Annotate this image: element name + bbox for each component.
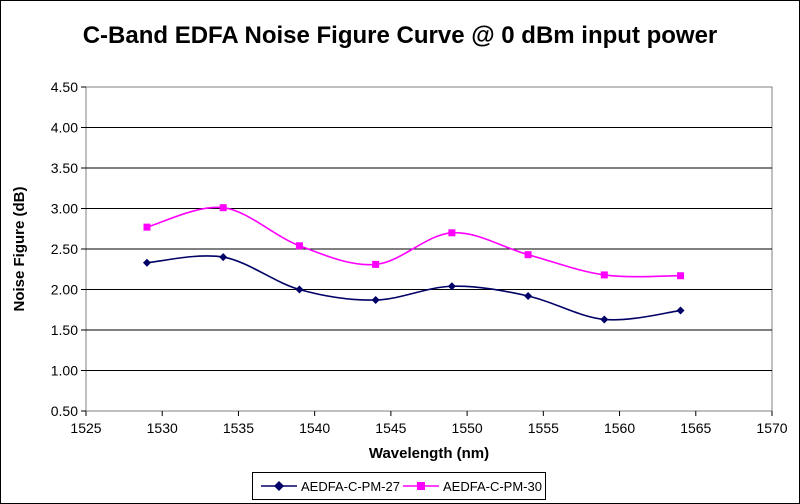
grid-lines (86, 127, 772, 371)
y-axis-title: Noise Figure (dB) (11, 186, 28, 311)
x-tick-label: 1555 (528, 420, 559, 436)
y-tick-label: 2.00 (51, 282, 78, 298)
x-tick-label: 1540 (299, 420, 330, 436)
y-tick-label: 3.00 (51, 201, 78, 217)
legend: AEDFA-C-PM-27 AEDFA-C-PM-30 (252, 472, 546, 500)
y-tick-labels: 0.50 1.00 1.50 2.00 2.50 3.00 3.50 4.00 4.50 (51, 79, 86, 419)
data-point-diamond (524, 291, 533, 300)
data-point-square (219, 204, 227, 212)
data-point-square (677, 272, 685, 280)
x-tick-label: 1535 (223, 420, 254, 436)
x-tick-label: 1570 (756, 420, 787, 436)
legend-label-series-1: AEDFA-C-PM-27 (301, 478, 400, 494)
y-tick-label: 0.50 (51, 403, 78, 419)
y-tick-label: 3.50 (51, 160, 78, 176)
data-point-diamond (295, 285, 304, 294)
y-tick-label: 4.00 (51, 120, 78, 136)
legend-item-series-2: AEDFA-C-PM-30 (403, 473, 542, 499)
x-tick-label: 1525 (70, 420, 101, 436)
x-tick-labels: 1525 1530 1535 1540 1545 1550 1555 1560 1565 1570 (70, 411, 788, 436)
x-axis-title: Wavelength (nm) (369, 445, 489, 462)
series-group (142, 204, 685, 324)
legend-item-series-1: AEDFA-C-PM-27 (261, 473, 400, 499)
data-point-square (448, 229, 456, 237)
y-tick-label: 1.00 (51, 363, 78, 379)
data-point-square (295, 242, 303, 250)
data-point-diamond (142, 258, 151, 267)
data-point-diamond (219, 253, 228, 262)
data-point-square (143, 223, 151, 231)
data-point-diamond (447, 282, 456, 291)
data-point-diamond (600, 315, 609, 324)
x-tick-label: 1560 (604, 420, 635, 436)
y-tick-label: 4.50 (51, 79, 78, 95)
x-tick-label: 1545 (375, 420, 406, 436)
y-tick-label: 1.50 (51, 322, 78, 338)
data-point-diamond (371, 296, 380, 305)
x-tick-label: 1565 (680, 420, 711, 436)
data-point-diamond (676, 306, 685, 315)
legend-label-series-2: AEDFA-C-PM-30 (443, 478, 542, 494)
legend-marker-square (403, 482, 439, 490)
chart-title: C-Band EDFA Noise Figure Curve @ 0 dBm i… (82, 22, 718, 49)
x-tick-label: 1530 (147, 420, 178, 436)
series-line-2 (146, 206, 681, 278)
data-point-square (524, 251, 532, 259)
legend-marker-diamond (261, 481, 297, 491)
y-tick-label: 2.50 (51, 241, 78, 257)
data-point-square (600, 271, 608, 279)
x-tick-label: 1550 (452, 420, 483, 436)
data-point-square (372, 260, 380, 268)
series-line-1 (146, 255, 681, 321)
